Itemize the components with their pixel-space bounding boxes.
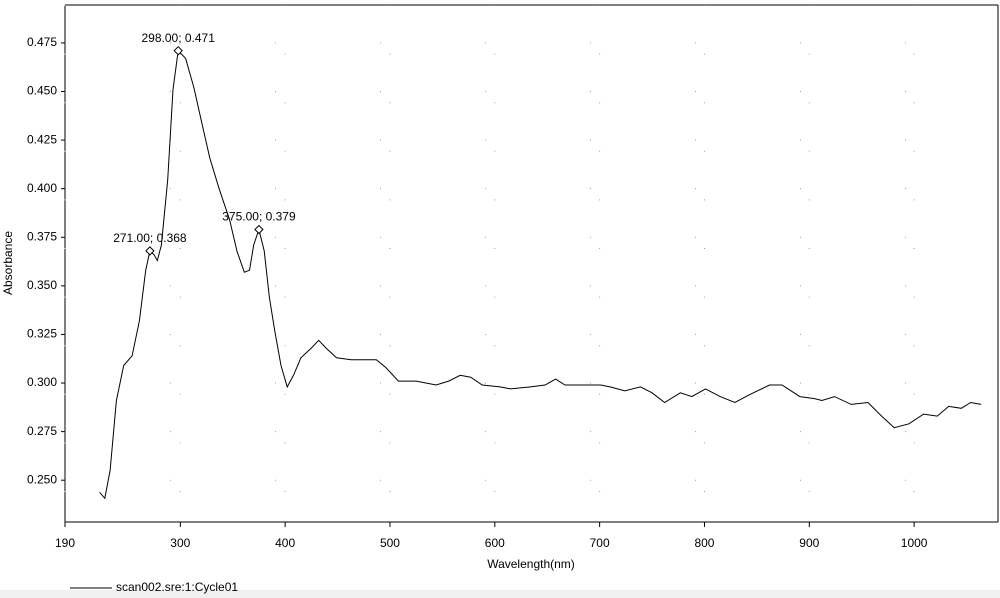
x-tick-label: 1000 (901, 536, 928, 550)
x-tick-label: 400 (275, 536, 295, 550)
y-tick-label: 0.425 (27, 132, 57, 146)
y-tick-label: 0.300 (27, 375, 57, 389)
y-tick-label: 0.350 (27, 278, 57, 292)
y-tick-label: 0.475 (27, 35, 57, 49)
peak-marker (254, 224, 264, 235)
x-axis-title: Wavelength(nm) (487, 557, 575, 571)
y-tick-label: 0.250 (27, 472, 57, 486)
x-tick-label: 190 (55, 536, 75, 550)
peak-label: 375.00; 0.379 (222, 210, 296, 224)
peak-label: 298.00; 0.471 (142, 31, 216, 45)
y-tick-label: 0.275 (27, 424, 57, 438)
y-axis-title: Absorbance (1, 231, 15, 295)
y-tick-label: 0.325 (27, 327, 57, 341)
y-tick-label: 0.375 (27, 229, 57, 243)
peak-marker (145, 246, 155, 256)
peak-label: 271.00; 0.368 (113, 231, 187, 245)
x-tick-label: 300 (170, 536, 190, 550)
x-tick-label: 900 (799, 536, 819, 550)
y-tick-label: 0.400 (27, 181, 57, 195)
x-tick-label: 800 (694, 536, 714, 550)
x-tick-label: 500 (380, 536, 400, 550)
peak-marker (173, 45, 183, 56)
spectrum-line (99, 49, 982, 500)
x-tick-label: 600 (485, 536, 505, 550)
x-tick-label: 700 (590, 536, 610, 550)
legend-label: scan002.sre:1:Cycle01 (116, 580, 238, 594)
y-tick-label: 0.450 (27, 84, 57, 98)
status-strip (0, 590, 1000, 598)
